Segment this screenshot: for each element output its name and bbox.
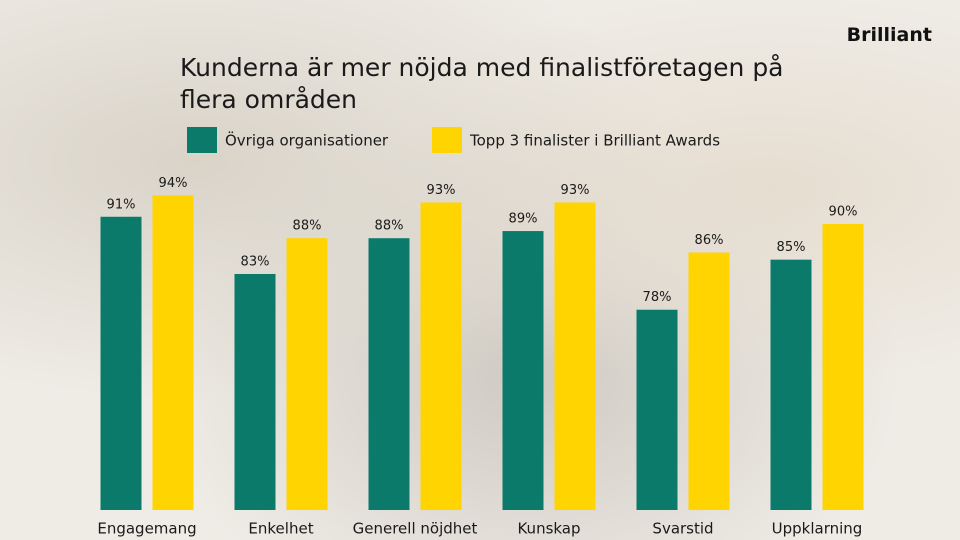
legend-label: Övriga organisationer (225, 131, 389, 150)
x-tick-label: Generell nöjdhet (353, 520, 478, 538)
bar (152, 195, 194, 510)
value-label: 85% (777, 240, 806, 255)
value-label: 83% (241, 254, 270, 269)
chart-title: Kunderna är mer nöjda med finalistföreta… (180, 53, 784, 114)
bar (688, 252, 730, 511)
x-tick-label: Uppklarning (772, 520, 863, 538)
bar (502, 231, 544, 510)
value-label: 86% (695, 233, 724, 248)
legend-swatch (432, 127, 462, 153)
value-label: 90% (829, 204, 858, 219)
value-label: 94% (159, 176, 188, 191)
value-label: 91% (107, 197, 136, 212)
bar (100, 216, 142, 510)
legend-label: Topp 3 finalister i Brilliant Awards (469, 132, 720, 150)
legend-swatch (187, 127, 217, 153)
x-tick-label: Engagemang (97, 520, 196, 538)
x-tick-label: Svarstid (652, 520, 713, 538)
bar (822, 223, 864, 511)
value-label: 93% (561, 183, 590, 198)
x-tick-label: Enkelhet (248, 520, 313, 538)
value-label: 88% (375, 219, 404, 234)
bar (420, 202, 462, 510)
value-label: 88% (293, 219, 322, 234)
value-label: 89% (509, 212, 538, 227)
bar (368, 238, 410, 510)
value-label: 93% (427, 183, 456, 198)
bar (286, 238, 328, 510)
x-tick-label: Kunskap (517, 520, 580, 538)
bar (554, 202, 596, 510)
value-label: 78% (643, 290, 672, 305)
bar (636, 309, 678, 510)
logo: Brilliant (846, 24, 932, 46)
bar (234, 273, 276, 510)
bar (770, 259, 812, 510)
